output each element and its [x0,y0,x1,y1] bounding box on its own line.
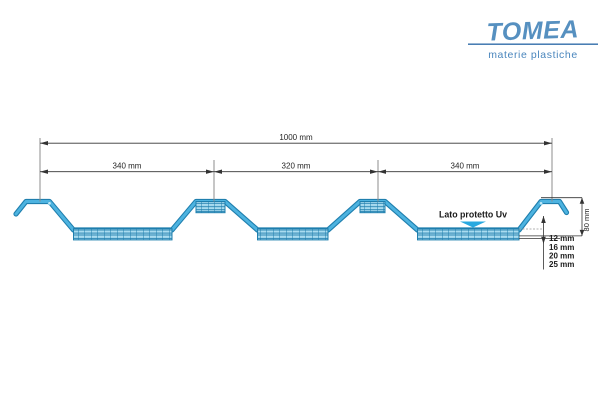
svg-text:320 mm: 320 mm [282,162,311,171]
svg-text:80 mm: 80 mm [582,209,591,232]
svg-text:12 mm: 12 mm [549,234,574,243]
svg-text:Lato protetto Uv: Lato protetto Uv [439,210,507,220]
svg-text:TOMEA: TOMEA [486,15,579,46]
svg-text:340 mm: 340 mm [451,162,480,171]
svg-text:340 mm: 340 mm [113,162,142,171]
svg-text:20 mm: 20 mm [549,252,574,261]
svg-text:1000 mm: 1000 mm [279,133,313,142]
svg-text:16 mm: 16 mm [549,243,574,252]
svg-text:25 mm: 25 mm [549,260,574,269]
svg-text:materie plastiche: materie plastiche [488,49,578,61]
